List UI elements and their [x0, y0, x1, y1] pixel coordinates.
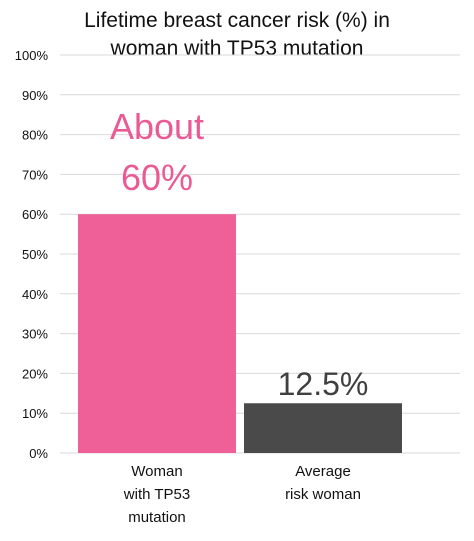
y-tick-label: 90% [22, 88, 48, 103]
chart-title-line-2: woman with TP53 mutation [110, 37, 364, 60]
y-tick-label: 40% [22, 287, 48, 302]
y-tick-label: 70% [22, 167, 48, 182]
x-tick-label: Average [295, 463, 351, 480]
bar [78, 214, 236, 453]
y-tick-label: 0% [29, 446, 48, 461]
x-tick-label: risk woman [285, 486, 361, 503]
y-tick-label: 60% [22, 207, 48, 222]
data-label: 12.5% [278, 366, 369, 402]
y-tick-label: 20% [22, 366, 48, 381]
y-tick-label: 30% [22, 327, 48, 342]
data-label: 60% [121, 157, 193, 198]
y-tick-label: 100% [15, 48, 49, 63]
y-tick-label: 80% [22, 128, 48, 143]
bar [244, 403, 402, 453]
x-tick-label: Woman [131, 463, 182, 480]
chart-title-line-1: Lifetime breast cancer risk (%) in [84, 9, 390, 32]
x-tick-label: with TP53 [123, 486, 190, 503]
x-tick-label: mutation [128, 509, 186, 526]
y-tick-label: 50% [22, 247, 48, 262]
data-label: About [110, 106, 204, 147]
y-tick-label: 10% [22, 406, 48, 421]
